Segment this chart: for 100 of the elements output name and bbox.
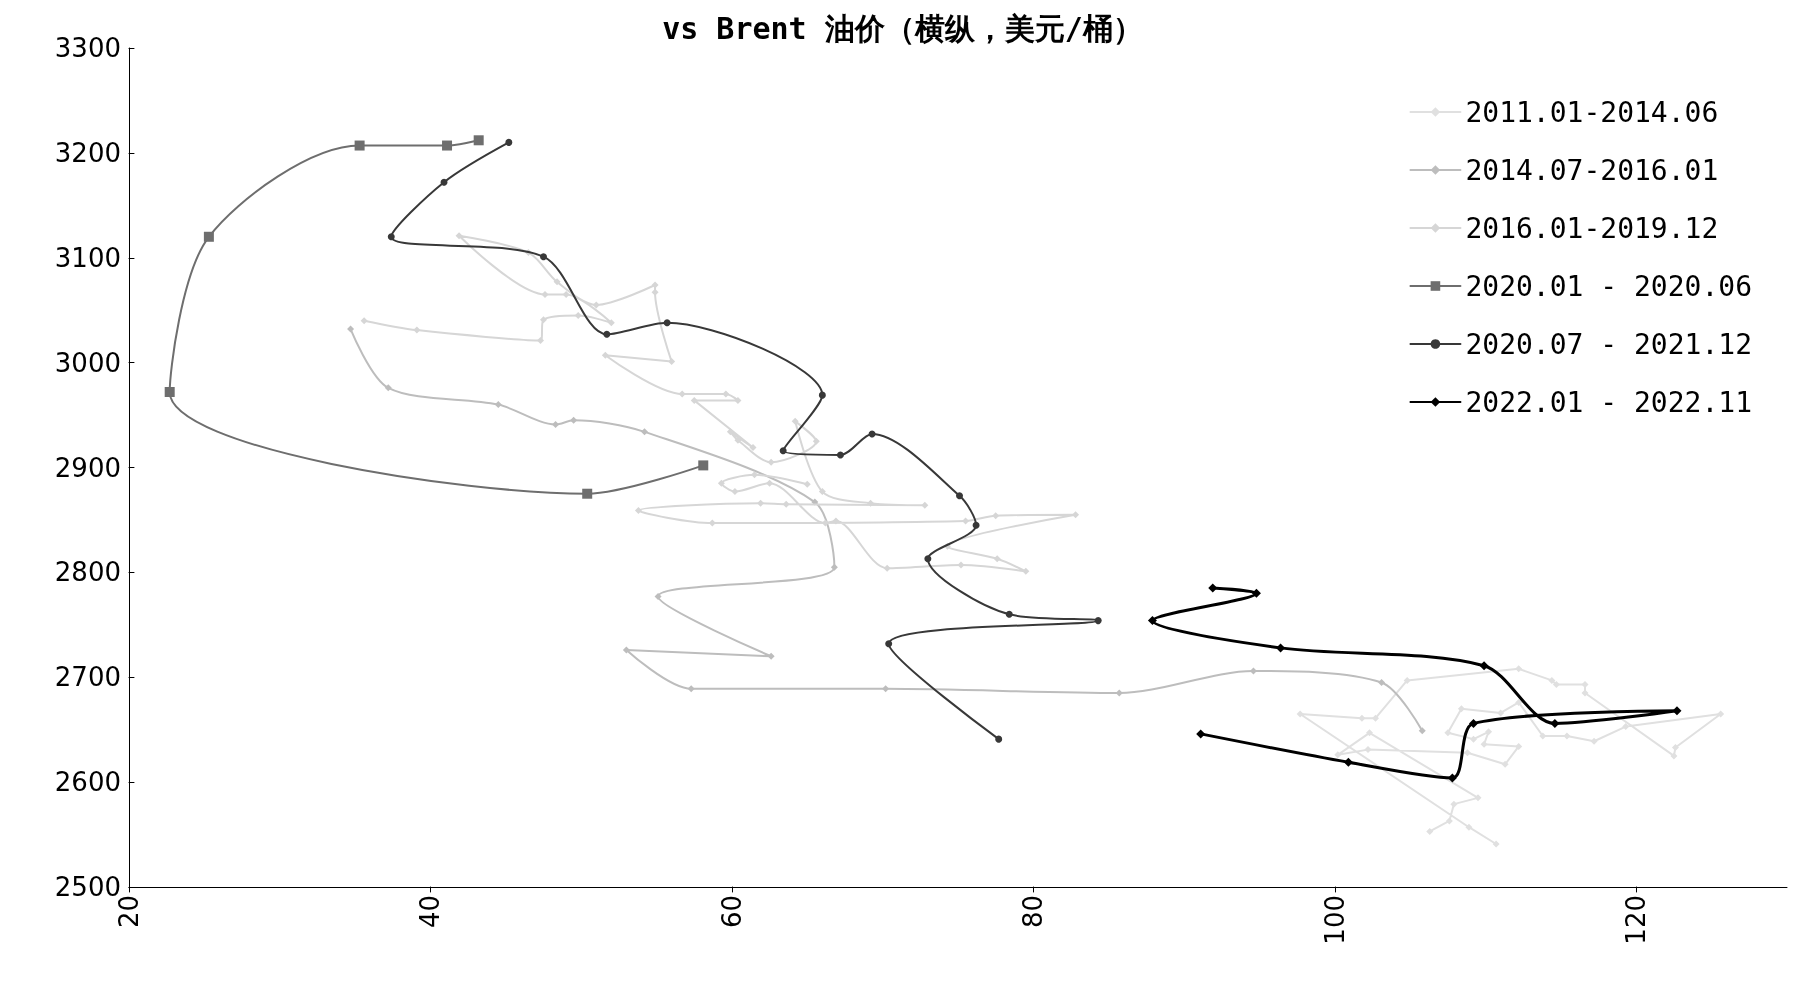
point [717,479,725,487]
point [1465,823,1473,831]
point [1670,752,1678,760]
legend-label: 2016.01-2019.12 [1465,211,1719,245]
point [1403,676,1411,684]
point [562,290,570,298]
point [992,512,1000,520]
point [749,444,757,452]
point [455,232,463,240]
x-tick-label: 80 [1018,895,1049,929]
legend-label: 2011.01-2014.06 [1465,95,1719,129]
point [1515,665,1523,673]
y-tick-label: 3300 [54,33,121,63]
point [962,517,970,525]
legend-label: 2014.07-2016.01 [1465,153,1719,187]
point [1548,676,1556,684]
point [541,290,549,298]
point [203,231,214,242]
point [1501,760,1509,768]
point [494,401,502,409]
point [1444,729,1452,737]
point [1372,714,1380,722]
point [924,555,932,563]
point [354,140,365,151]
point [818,391,826,399]
point [956,492,964,500]
point [601,351,609,359]
point [473,135,484,146]
point [722,390,730,398]
y-tick-label: 2900 [54,452,121,483]
point [1450,800,1458,808]
point [603,330,611,338]
point [993,555,1001,563]
point [1364,746,1372,754]
point [640,428,648,436]
point [1005,610,1013,618]
point [651,281,659,289]
point [668,358,676,366]
point [582,488,593,499]
y-tick-label: 2800 [54,557,121,588]
point [1251,588,1261,598]
point [1426,827,1434,835]
point [1474,794,1482,802]
point [505,138,513,146]
chart-title: vs Brent 油价（横纵，美元/桶） [662,10,1143,46]
point [1334,751,1342,759]
legend-label: 2022.01 - 2022.11 [1465,385,1752,419]
point [574,311,582,319]
point [803,480,811,488]
point [1492,840,1500,848]
point [1022,567,1030,575]
point [663,319,671,327]
point [570,416,578,424]
point [1147,616,1157,626]
point [1479,661,1489,671]
point [1365,729,1373,737]
point [1672,706,1682,716]
y-tick-label: 3200 [54,137,121,168]
point [360,317,368,325]
point [1072,511,1080,519]
point [818,488,826,496]
legend-label: 2020.07 - 2021.12 [1465,327,1752,361]
point [791,417,799,425]
point [634,507,642,514]
point [384,384,392,392]
point [832,517,840,525]
point [1343,757,1353,767]
point [1515,742,1523,750]
y-tick-label: 3100 [54,242,121,273]
point [1457,705,1465,713]
point [1515,698,1523,706]
x-tick-label: 100 [1319,895,1350,945]
point [607,319,615,327]
point [1378,678,1386,686]
y-tick-label: 2600 [54,767,121,798]
point [540,253,547,261]
point [1552,681,1560,689]
x-tick-label: 120 [1621,895,1652,945]
point [1590,737,1598,745]
point [885,640,893,648]
point [164,386,175,397]
point [1196,729,1206,739]
point [592,301,600,309]
point [347,325,355,333]
point [622,646,630,654]
point [1445,817,1453,825]
point [921,501,929,509]
point [972,521,980,529]
point [1717,710,1725,718]
x-tick-label: 40 [415,895,446,929]
y-tick-label: 2700 [54,662,121,693]
point [767,458,775,466]
point [1468,718,1478,728]
point [766,479,774,487]
legend-label: 2020.01 - 2020.06 [1465,269,1752,303]
point [1296,710,1304,718]
point [440,178,448,186]
point [442,140,453,151]
point [413,326,421,334]
point [734,396,742,404]
